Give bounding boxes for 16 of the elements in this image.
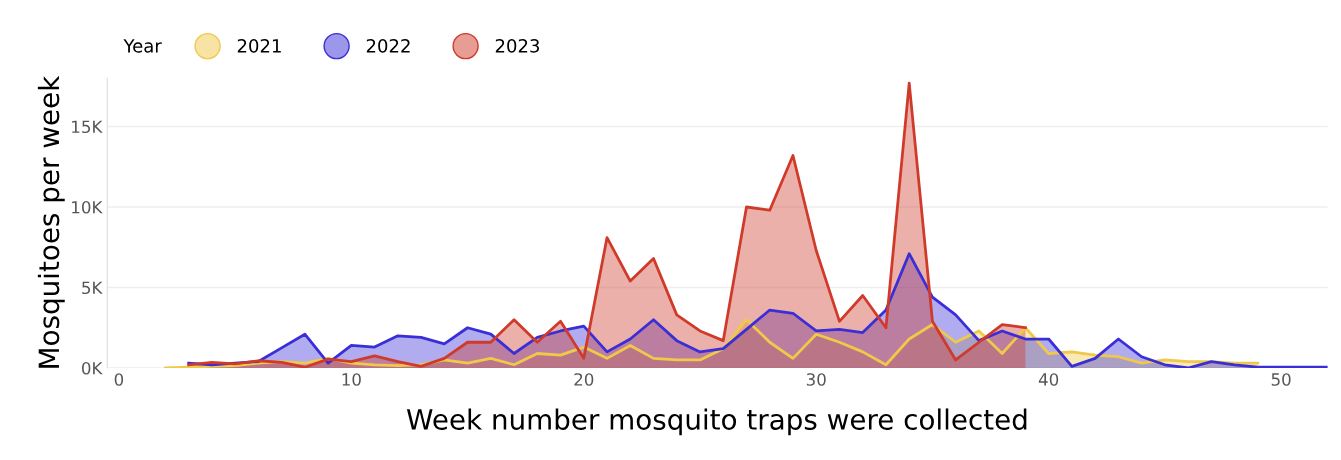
x-axis-title: Week number mosquito traps were collected xyxy=(406,408,1027,436)
y-axis-title: Mosquitoes per week xyxy=(37,75,65,368)
legend-title: Year xyxy=(123,39,162,53)
legend-label: 2021 xyxy=(237,39,281,53)
x-tick-label: 10 xyxy=(342,373,361,386)
x-tick-label: 40 xyxy=(1038,373,1059,386)
x-tick-label: 20 xyxy=(574,373,594,386)
y-tick-label: 0K xyxy=(81,361,103,375)
x-tick-label: 0 xyxy=(114,373,124,386)
x-tick-label: 30 xyxy=(806,373,826,386)
legend-label: 2023 xyxy=(495,39,539,53)
legend-label: 2022 xyxy=(366,39,410,53)
y-tick-label: 15K xyxy=(72,120,103,134)
y-tick-label: 10K xyxy=(72,200,103,214)
x-tick-label: 50 xyxy=(1271,373,1291,386)
y-tick-label: 5K xyxy=(82,281,103,295)
